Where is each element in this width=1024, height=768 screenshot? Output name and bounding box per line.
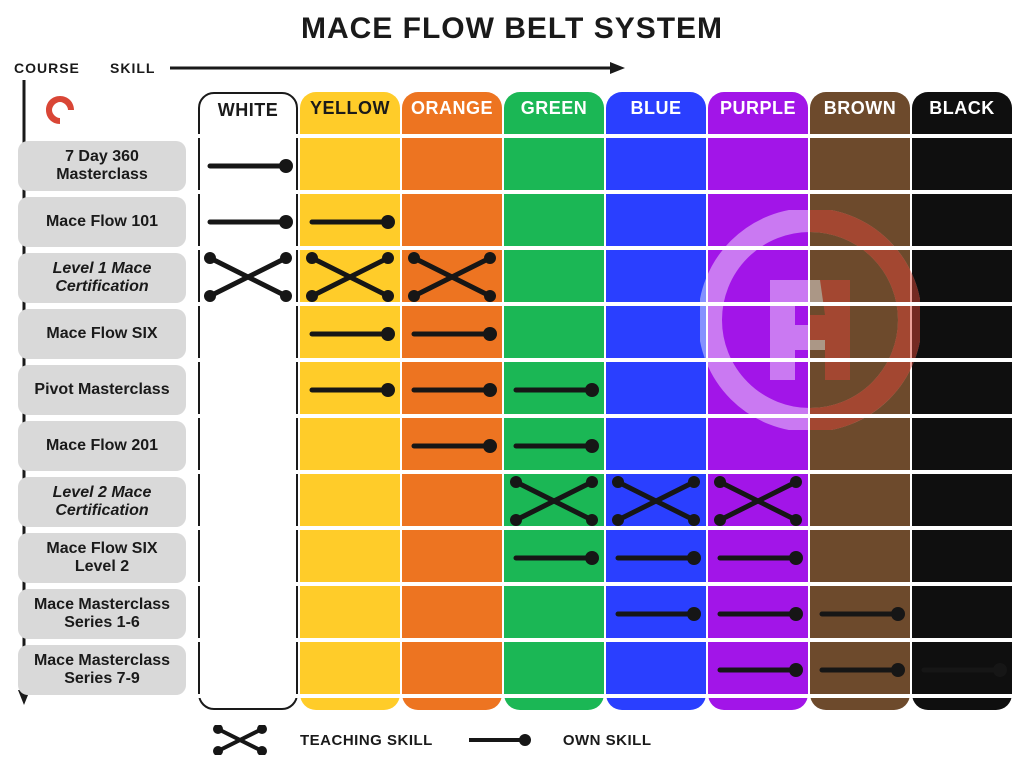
brand-logo-icon: [42, 92, 78, 128]
watermark-logo-icon: [700, 210, 920, 430]
belt-label: ORANGE: [402, 98, 502, 119]
own-mark: [300, 306, 400, 362]
course-box: Mace Flow 101: [18, 197, 186, 247]
own-mark: [912, 642, 1012, 698]
own-mark: [198, 194, 298, 250]
legend-teach-label: TEACHING SKILL: [300, 732, 433, 749]
own-mark: [504, 418, 604, 474]
row-separator: [198, 526, 1012, 530]
legend: TEACHING SKILL OWN SKILL: [210, 720, 830, 760]
teach-mark: [606, 474, 706, 530]
axis-label-skill: SKILL: [110, 60, 155, 76]
own-mark: [504, 530, 604, 586]
own-mark: [300, 194, 400, 250]
teach-mark: [708, 474, 808, 530]
teach-mark: [300, 250, 400, 306]
course-box: Level 1 Mace Certification: [18, 253, 186, 303]
belt-label: BLUE: [606, 98, 706, 119]
belt-label: PURPLE: [708, 98, 808, 119]
own-mark: [708, 586, 808, 642]
row-separator: [198, 134, 1012, 138]
own-mark: [708, 642, 808, 698]
own-mark: [708, 530, 808, 586]
belt-label: GREEN: [504, 98, 604, 119]
course-box: Mace Flow 201: [18, 421, 186, 471]
teach-mark: [402, 250, 502, 306]
own-mark: [402, 418, 502, 474]
axis-label-course: COURSE: [14, 60, 80, 76]
belt-system-chart: MACE FLOW BELT SYSTEM COURSE SKILL WHITE…: [0, 0, 1024, 768]
belt-column: BLACK: [912, 92, 1012, 710]
legend-own-label: OWN SKILL: [563, 732, 652, 749]
teach-mark: [198, 250, 298, 306]
own-mark: [810, 642, 910, 698]
own-mark: [300, 362, 400, 418]
chart-title: MACE FLOW BELT SYSTEM: [0, 12, 1024, 46]
teach-mark: [504, 474, 604, 530]
course-box: Mace Flow SIX Level 2: [18, 533, 186, 583]
belt-label: WHITE: [200, 100, 296, 121]
course-box: Mace Masterclass Series 7-9: [18, 645, 186, 695]
course-box: 7 Day 360 Masterclass: [18, 141, 186, 191]
course-box: Pivot Masterclass: [18, 365, 186, 415]
own-mark: [606, 586, 706, 642]
belt-label: YELLOW: [300, 98, 400, 119]
row-separator: [198, 470, 1012, 474]
own-mark: [198, 138, 298, 194]
course-box: Mace Flow SIX: [18, 309, 186, 359]
own-mark: [606, 530, 706, 586]
skill-axis-arrow: [170, 58, 630, 78]
course-box: Level 2 Mace Certification: [18, 477, 186, 527]
own-mark: [402, 306, 502, 362]
belt-label: BLACK: [912, 98, 1012, 119]
own-mark: [810, 586, 910, 642]
own-mark: [402, 362, 502, 418]
course-box: Mace Masterclass Series 1-6: [18, 589, 186, 639]
teach-skill-icon: [210, 725, 270, 755]
belt-label: BROWN: [810, 98, 910, 119]
own-skill-icon: [463, 730, 533, 750]
own-mark: [504, 362, 604, 418]
